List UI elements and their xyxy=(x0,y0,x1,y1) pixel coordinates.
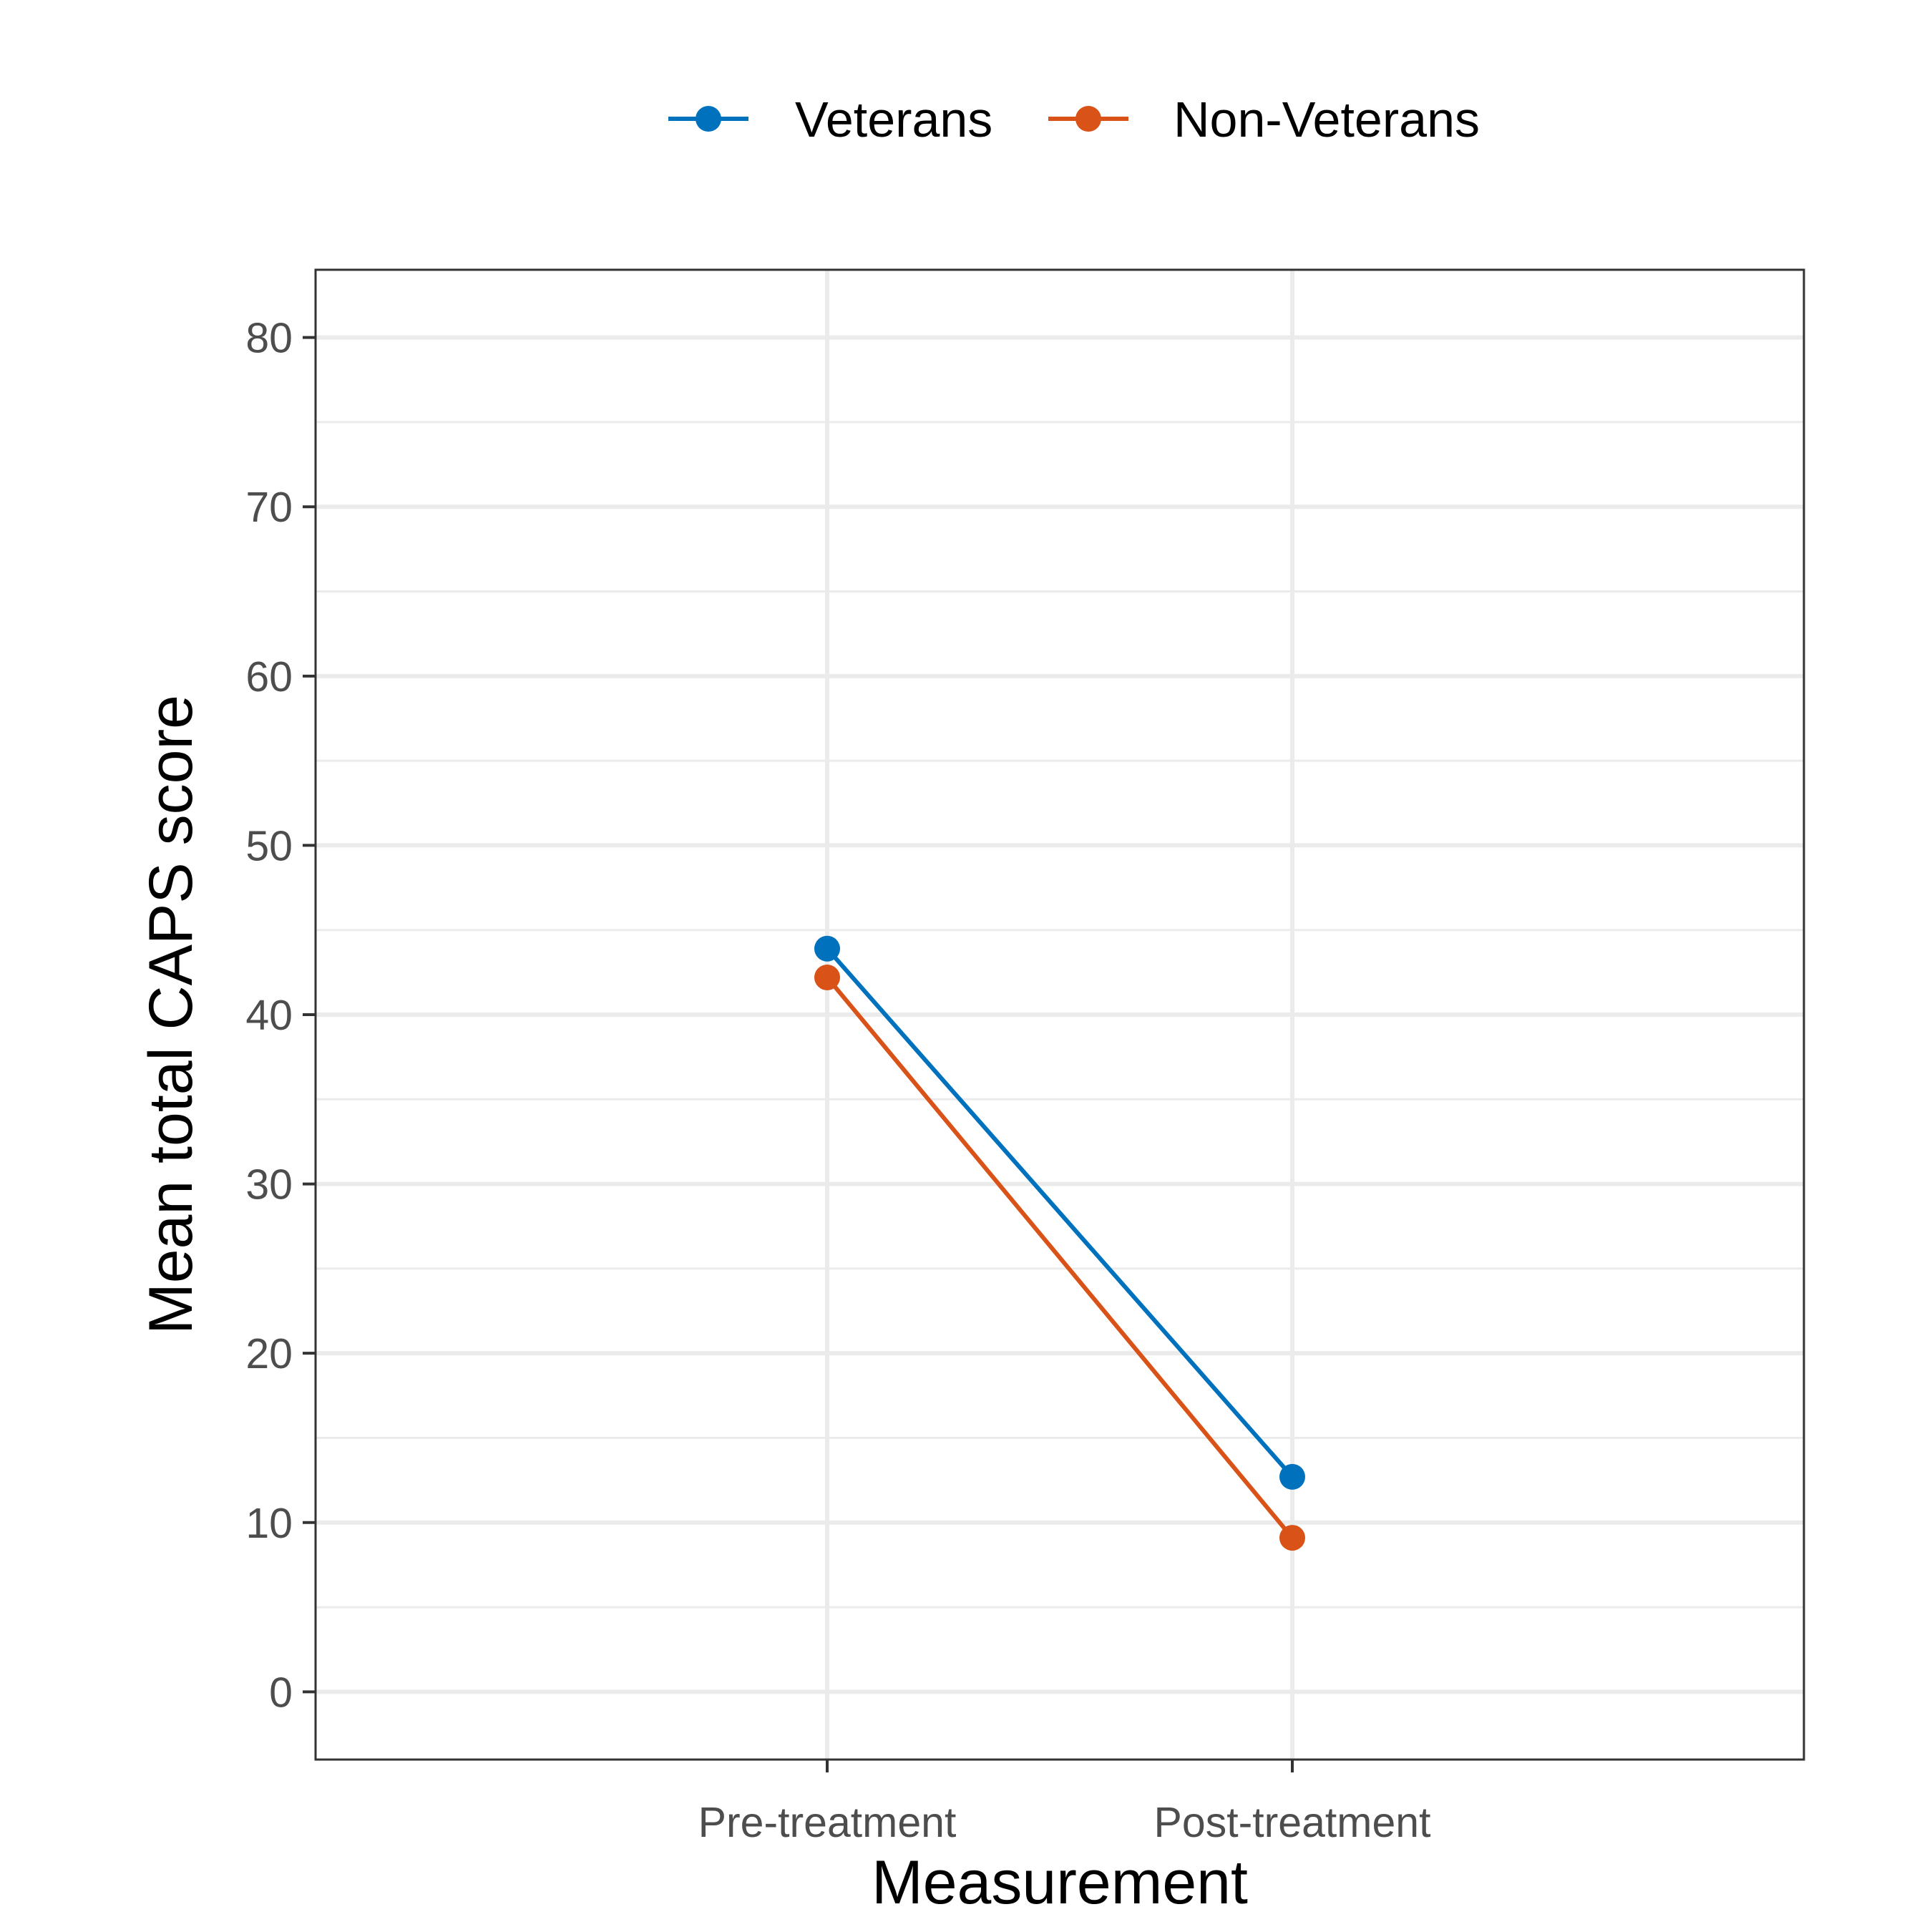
series-point-1 xyxy=(1279,1525,1305,1551)
x-axis: Pre-treatment Post-treatment xyxy=(698,1760,1431,1846)
y-tick-label: 30 xyxy=(245,1161,293,1209)
x-tick-label: Post-treatment xyxy=(1154,1799,1431,1846)
series-point-1 xyxy=(814,964,840,990)
x-axis-title: Measurement xyxy=(872,1848,1248,1917)
minor-gridlines xyxy=(316,421,1804,1609)
legend-key-point xyxy=(1075,106,1101,132)
series-layer xyxy=(814,935,1305,1551)
y-tick-label: 80 xyxy=(245,315,293,362)
series-line-1 xyxy=(825,976,1294,1539)
x-tick-label: Pre-treatment xyxy=(698,1799,957,1846)
legend-label: Veterans xyxy=(795,92,992,147)
legend: Veterans Non-Veterans xyxy=(668,92,1480,147)
y-axis-title: Mean total CAPS score xyxy=(137,695,205,1335)
y-tick-label: 20 xyxy=(245,1330,293,1377)
series-point-0 xyxy=(814,935,840,962)
legend-label: Non-Veterans xyxy=(1174,92,1480,147)
series-line-0 xyxy=(825,947,1294,1478)
y-tick-label: 10 xyxy=(245,1500,293,1547)
y-tick-label: 0 xyxy=(269,1669,293,1716)
y-tick-label: 40 xyxy=(245,992,293,1039)
y-axis: 0 10 20 30 40 50 60 70 80 xyxy=(245,315,316,1716)
legend-key-point xyxy=(696,106,721,132)
y-tick-label: 50 xyxy=(245,822,293,869)
series-point-0 xyxy=(1279,1463,1305,1490)
major-gridlines xyxy=(316,270,1804,1760)
y-tick-label: 60 xyxy=(245,653,293,701)
y-tick-label: 70 xyxy=(245,484,293,531)
